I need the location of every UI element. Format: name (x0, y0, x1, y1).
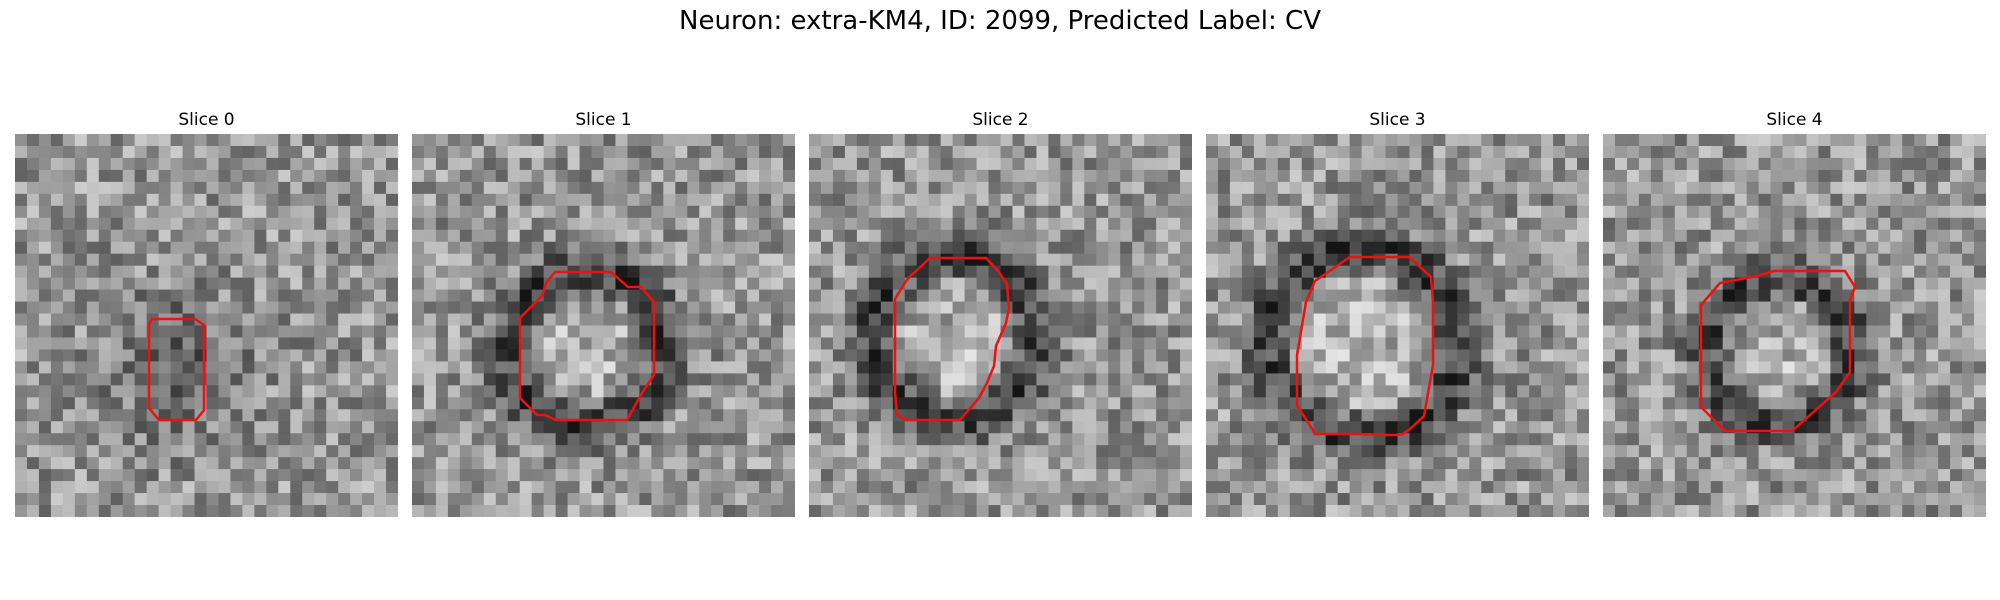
slice-panel-4: Slice 4 (1603, 106, 1986, 517)
slice-panel-1: Slice 1 (412, 106, 795, 517)
slice-image (1206, 134, 1589, 517)
slice-panel-2: Slice 2 (809, 106, 1192, 517)
slice-image (1603, 134, 1986, 517)
segmentation-contour (147, 317, 206, 422)
slice-title: Slice 4 (1766, 110, 1823, 130)
slice-title: Slice 3 (1369, 110, 1426, 130)
segmentation-contour (518, 270, 656, 422)
slice-panel-0: Slice 0 (15, 106, 398, 517)
slice-title: Slice 2 (972, 110, 1029, 130)
slice-title: Slice 1 (575, 110, 632, 130)
figure-title: Neuron: extra-KM4, ID: 2099, Predicted L… (679, 6, 1321, 36)
segmentation-contour (1699, 269, 1857, 433)
segmentation-contour (1295, 255, 1435, 437)
slice-panel-3: Slice 3 (1206, 106, 1589, 517)
slice-title: Slice 0 (178, 110, 235, 130)
slice-image (15, 134, 398, 517)
slice-image (809, 134, 1192, 517)
slice-image (412, 134, 795, 517)
segmentation-contour (893, 256, 1011, 422)
